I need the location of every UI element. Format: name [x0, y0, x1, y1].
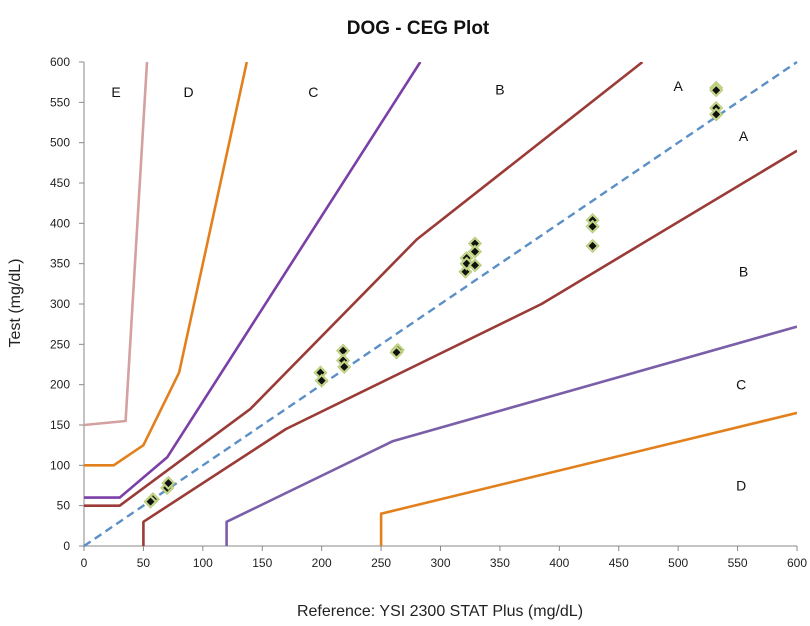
y-tick-label: 350 — [50, 257, 70, 271]
data-point — [335, 343, 351, 358]
zone-label-a: A — [739, 128, 749, 144]
x-tick-label: 200 — [312, 556, 332, 570]
y-tick-label: 0 — [63, 539, 70, 553]
zone-boundary-line-2 — [84, 62, 249, 467]
x-tick-label: 550 — [728, 556, 748, 570]
data-point-marker — [588, 222, 597, 231]
y-tick-label: 150 — [50, 418, 70, 432]
y-tick-label: 200 — [50, 378, 70, 392]
data-point-marker — [392, 348, 401, 357]
zone-boundary-line-4 — [84, 62, 644, 508]
y-tick-label: 300 — [50, 297, 70, 311]
data-point-marker — [317, 376, 326, 385]
y-tick-label: 500 — [50, 136, 70, 150]
y-tick-label: 600 — [50, 55, 70, 69]
x-tick-label: 0 — [81, 556, 88, 570]
zone-lines — [84, 62, 797, 546]
data-point — [585, 238, 600, 253]
y-tick-label: 50 — [57, 499, 71, 513]
data-point — [389, 345, 404, 360]
y-tick-label: 550 — [50, 95, 70, 109]
x-tick-label: 600 — [787, 556, 807, 570]
data-point-marker — [588, 241, 597, 250]
data-point-marker — [712, 86, 721, 95]
y-tick-label: 400 — [50, 216, 70, 230]
x-tick-label: 100 — [193, 556, 213, 570]
zone-boundary-line-5 — [142, 149, 797, 546]
data-point — [467, 258, 483, 273]
x-tick-label: 450 — [609, 556, 629, 570]
zone-label-d: D — [184, 84, 194, 100]
zone-label-a: A — [673, 78, 683, 94]
data-point-marker — [470, 247, 479, 256]
x-tick-label: 400 — [549, 556, 569, 570]
x-tick-label: 250 — [371, 556, 391, 570]
data-point — [314, 373, 329, 388]
identity-line-group — [83, 61, 798, 547]
y-axis-title: Test (mg/dL) — [7, 259, 24, 348]
data-point — [467, 244, 483, 259]
zone-boundary-line-1 — [84, 62, 149, 427]
x-tick-label: 500 — [668, 556, 688, 570]
axes: 0 50 100 150 200 250 300 350 400 450 500 550 600 0 50 1… — [50, 55, 807, 570]
x-axis-title: Reference: YSI 2300 STAT Plus (mg/dL) — [297, 603, 583, 620]
data-point — [585, 219, 600, 234]
x-tick-label: 50 — [137, 556, 151, 570]
data-point-marker — [712, 110, 721, 119]
zone-label-c: C — [308, 84, 318, 100]
data-point-marker — [164, 479, 173, 488]
zone-label-d: D — [736, 478, 746, 494]
x-tick-label: 300 — [430, 556, 450, 570]
data-point-marker — [146, 497, 155, 506]
zone-boundary-line-3 — [84, 62, 422, 499]
zone-label-b: B — [739, 264, 748, 280]
data-point — [161, 476, 176, 491]
data-point-marker — [340, 362, 349, 371]
y-tick-label: 450 — [50, 176, 70, 190]
x-tick-label: 150 — [252, 556, 272, 570]
zone-boundary-line-7 — [379, 411, 797, 546]
data-point-marker — [470, 261, 479, 270]
chart-title: DOG - CEG Plot — [347, 18, 490, 39]
data-point — [143, 494, 158, 509]
data-point — [337, 359, 352, 374]
y-tick-label: 100 — [50, 458, 70, 472]
data-points — [143, 80, 724, 509]
data-point-marker — [339, 346, 348, 355]
zone-label-e: E — [111, 84, 120, 100]
zone-labels: E D C B A A B C D — [111, 78, 748, 493]
zone-label-c: C — [736, 377, 746, 393]
data-point — [709, 83, 724, 98]
data-point — [709, 107, 724, 122]
zone-label-b: B — [495, 81, 504, 97]
x-tick-label: 350 — [490, 556, 510, 570]
zone-boundary-line-6 — [225, 325, 797, 546]
data-point-marker — [470, 239, 479, 248]
identity-line — [83, 61, 798, 547]
y-tick-label: 250 — [50, 337, 70, 351]
